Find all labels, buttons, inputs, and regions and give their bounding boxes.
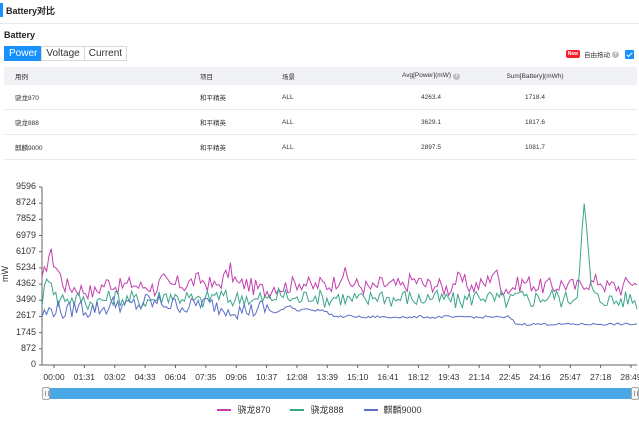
legend-item[interactable]: 麒麟9000 bbox=[363, 403, 422, 416]
series-line-2 bbox=[41, 203, 638, 313]
slider-end-handle[interactable] bbox=[631, 387, 639, 400]
page-title: Battery对比 bbox=[6, 6, 56, 16]
table-cell: 骁龙888 bbox=[15, 120, 39, 127]
table-cell: 和平精英 bbox=[200, 120, 226, 127]
y-tick-label: 872 bbox=[20, 342, 36, 353]
column-header-sum-battery: Sum[Battery](mWh) bbox=[506, 72, 564, 80]
legend-label: 麒麟9000 bbox=[383, 405, 422, 415]
series-line-1 bbox=[41, 248, 638, 301]
x-tick-label: 07:35 bbox=[195, 372, 217, 382]
y-tick-label: 0 bbox=[30, 359, 36, 369]
table-cell: 骁龙870 bbox=[15, 95, 39, 102]
column-header-project: 项目 bbox=[200, 74, 213, 81]
tab-voltage[interactable]: Voltage bbox=[41, 46, 85, 61]
new-badge: New bbox=[565, 50, 580, 58]
table-cell: 2897.5 bbox=[421, 143, 441, 151]
table-header-row: 用例 项目 场景 Avg[Power](mW)? Sum[Battery](mW… bbox=[4, 67, 637, 85]
x-tick-label: 25:47 bbox=[559, 372, 581, 382]
time-range-slider[interactable] bbox=[42, 387, 639, 400]
column-header-scene: 场景 bbox=[282, 74, 295, 81]
table-cell: 3629.1 bbox=[421, 118, 441, 126]
y-tick-label: 3490 bbox=[15, 294, 36, 305]
x-tick-label: 01:31 bbox=[73, 372, 95, 382]
slider-start-handle[interactable] bbox=[42, 387, 50, 400]
free-drag-toggle: New 自由拖动 ? bbox=[565, 49, 634, 59]
x-tick-label: 12:08 bbox=[286, 372, 308, 382]
table-cell: ALL bbox=[282, 93, 294, 101]
table-cell: ALL bbox=[282, 118, 294, 126]
chart-legend: 骁龙870 骁龙888 麒麟9000 bbox=[0, 403, 639, 416]
x-tick-label: 10:37 bbox=[255, 372, 278, 382]
table-cell: 1817.6 bbox=[525, 118, 545, 126]
x-tick-label: 22:45 bbox=[498, 372, 521, 382]
legend-swatch bbox=[290, 408, 305, 411]
y-tick-label: 8724 bbox=[15, 197, 36, 208]
x-tick-label: 09:06 bbox=[225, 372, 247, 382]
legend-swatch bbox=[217, 408, 232, 411]
table-row: 骁龙870 和平精英 ALL 4263.4 1718.4 bbox=[4, 85, 637, 110]
table-cell: 麒麟9000 bbox=[15, 145, 43, 152]
table-cell: 和平精英 bbox=[200, 145, 226, 152]
x-tick-label: 24:16 bbox=[529, 372, 551, 382]
legend-item[interactable]: 骁龙888 bbox=[290, 403, 344, 416]
x-tick-label: 15:10 bbox=[347, 372, 369, 382]
chart-plot-area bbox=[39, 186, 638, 368]
x-tick-label: 21:14 bbox=[468, 372, 490, 382]
y-tick-label: 6979 bbox=[15, 229, 36, 240]
table-cell: 4263.4 bbox=[421, 93, 441, 101]
x-tick-label: 28:49 bbox=[620, 372, 639, 382]
help-icon[interactable]: ? bbox=[453, 73, 460, 80]
y-tick-label: 1745 bbox=[15, 326, 36, 337]
x-tick-label: 13:39 bbox=[316, 372, 338, 382]
free-drag-checkbox[interactable] bbox=[625, 49, 634, 59]
y-tick-label: 6107 bbox=[15, 245, 36, 256]
tab-power[interactable]: Power bbox=[4, 46, 43, 61]
summary-table: 用例 项目 场景 Avg[Power](mW)? Sum[Battery](mW… bbox=[4, 67, 637, 160]
x-tick-label: 00:00 bbox=[43, 372, 65, 382]
x-tick-label: 04:33 bbox=[134, 372, 156, 382]
table-row: 麒麟9000 和平精英 ALL 2897.5 1081.7 bbox=[4, 135, 637, 160]
x-tick-label: 27:18 bbox=[589, 372, 612, 382]
x-tick-label: 19:43 bbox=[438, 372, 460, 382]
header-accent-bar bbox=[0, 3, 3, 17]
section-title: Battery bbox=[4, 30, 36, 40]
y-tick-label: 5234 bbox=[15, 261, 36, 272]
table-row: 骁龙888 和平精英 ALL 3629.1 1817.6 bbox=[4, 110, 637, 135]
legend-label: 骁龙870 bbox=[237, 405, 271, 415]
y-tick-label: 7852 bbox=[15, 213, 36, 224]
table-cell: 1718.4 bbox=[525, 93, 545, 101]
column-header-case: 用例 bbox=[15, 74, 28, 81]
power-chart: mW 9596 8724 7852 6979 6107 5234 4362 3490 2617 1… bbox=[0, 178, 639, 428]
table-cell: 和平精英 bbox=[200, 95, 226, 102]
x-tick-label: 03:02 bbox=[104, 372, 126, 382]
y-tick-label: 2617 bbox=[15, 310, 36, 321]
legend-label: 骁龙888 bbox=[310, 405, 344, 415]
metric-tabs: Power Voltage Current bbox=[4, 46, 128, 61]
tab-current[interactable]: Current bbox=[83, 46, 128, 61]
table-cell: 1081.7 bbox=[525, 143, 545, 151]
column-header-avg-power: Avg[Power](mW)? bbox=[396, 72, 466, 80]
y-tick-label: 4362 bbox=[15, 278, 36, 289]
page-header: Battery对比 bbox=[0, 0, 639, 24]
free-drag-label: 自由拖动 bbox=[584, 52, 610, 59]
x-tick-label: 16:41 bbox=[377, 372, 399, 382]
table-cell: ALL bbox=[282, 143, 294, 151]
x-tick-label: 06:04 bbox=[164, 372, 187, 382]
legend-swatch bbox=[363, 408, 378, 411]
avg-power-header-label: Avg[Power](mW) bbox=[402, 72, 451, 79]
legend-item[interactable]: 骁龙870 bbox=[217, 403, 270, 416]
x-tick-label: 18:12 bbox=[407, 372, 430, 382]
series-line-3 bbox=[41, 294, 638, 326]
y-tick-label: 9596 bbox=[15, 181, 36, 191]
help-icon[interactable]: ? bbox=[612, 50, 619, 58]
